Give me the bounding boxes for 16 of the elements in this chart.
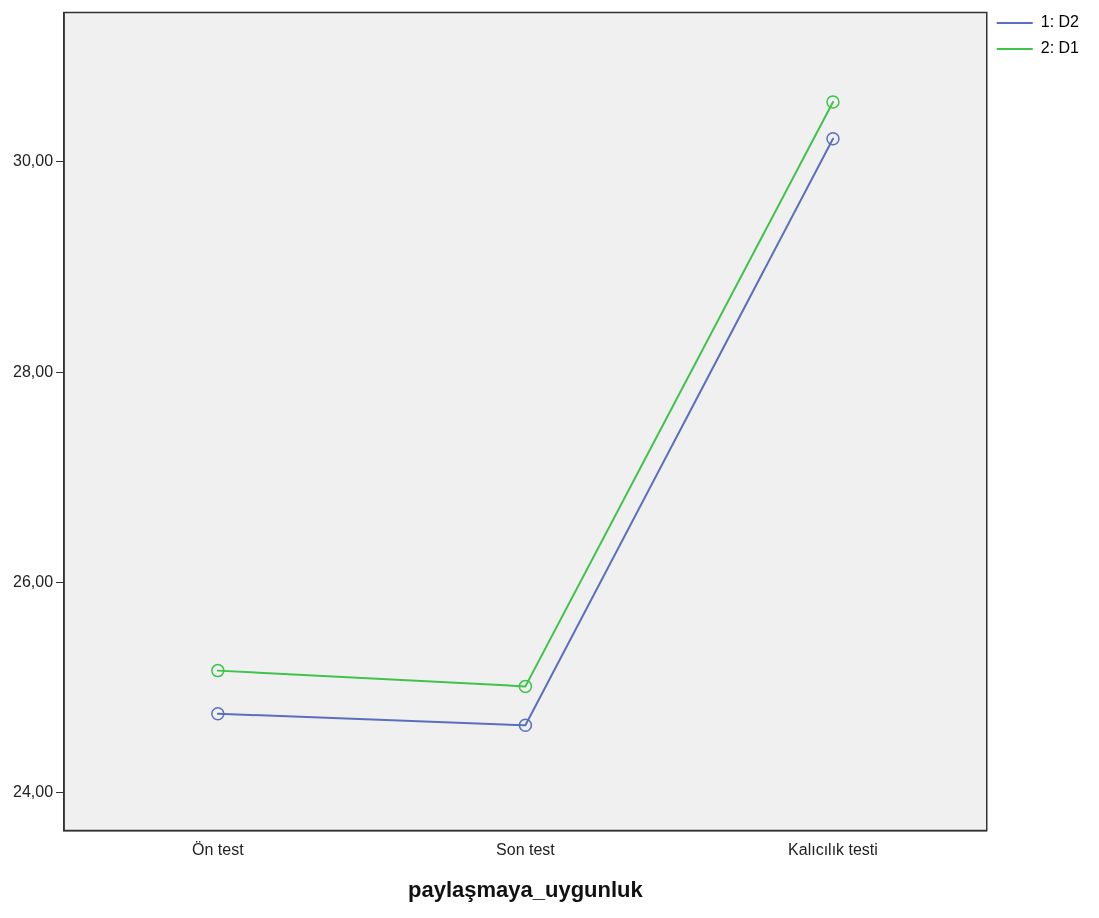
x-axis-title: paylaşmaya_uygunluk bbox=[408, 876, 644, 902]
point bbox=[518, 718, 533, 733]
point bbox=[826, 131, 840, 146]
legend-label: 1: D2 bbox=[1040, 13, 1080, 31]
x-tick-label: Ön test bbox=[192, 841, 245, 859]
y-tick-label: 26,00 bbox=[12, 572, 54, 590]
y-tick-label: 24,00 bbox=[12, 782, 54, 800]
point bbox=[518, 679, 533, 694]
point bbox=[211, 706, 225, 721]
legend-label: 2: D1 bbox=[1040, 39, 1080, 57]
point bbox=[826, 95, 840, 109]
point bbox=[211, 663, 225, 678]
y-tick-label: 30,00 bbox=[12, 152, 54, 170]
x-tick-label: Son test bbox=[496, 841, 556, 859]
y-tick-label: 28,00 bbox=[12, 362, 54, 380]
x-tick-label: Kalıcılık testi bbox=[788, 841, 878, 859]
